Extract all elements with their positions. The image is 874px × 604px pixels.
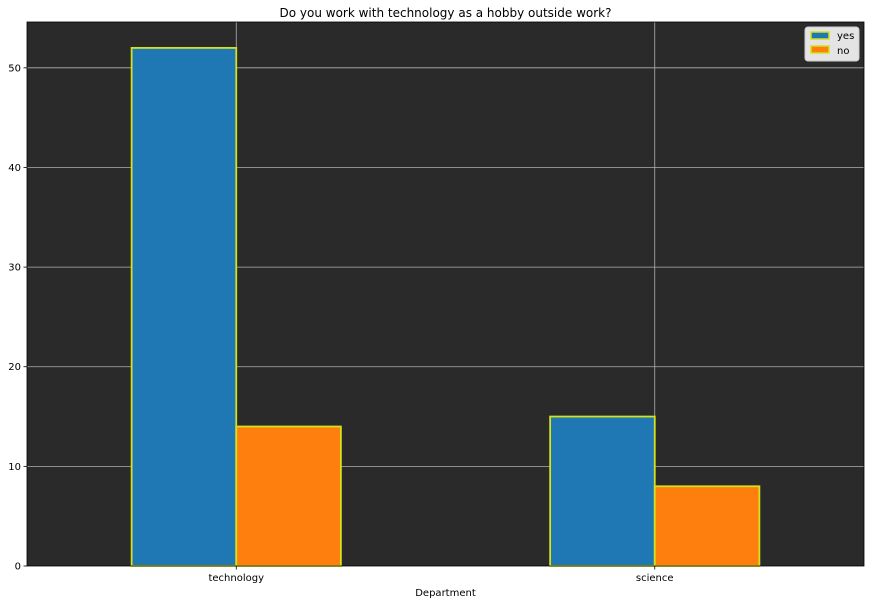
legend-swatch-no	[810, 45, 830, 54]
bar-yes-technology	[130, 47, 238, 567]
legend-label-yes: yes	[837, 31, 854, 42]
x-axis-title: Department	[415, 588, 476, 599]
plot-frame	[26, 21, 865, 567]
y-tick-label: 40	[8, 163, 21, 174]
bar-no-science	[653, 485, 761, 567]
y-tick-label: 20	[8, 362, 21, 373]
y-tick-label: 30	[8, 263, 21, 274]
bar-yes-science	[549, 415, 656, 567]
bar-no-technology	[235, 425, 342, 567]
legend-label-no: no	[837, 46, 849, 57]
legend: yes no	[804, 26, 860, 62]
x-tick-label: science	[636, 573, 674, 584]
legend-swatch-yes	[810, 31, 830, 40]
y-tick-label: 50	[8, 63, 21, 74]
y-tick-label: 0	[15, 562, 21, 573]
y-axis: 0 10 20 30 40 50	[8, 63, 27, 573]
x-tick-label: technology	[208, 573, 264, 584]
bars	[26, 21, 865, 567]
x-axis: technology science	[208, 566, 674, 584]
chart-title: Do you work with technology as a hobby o…	[280, 6, 612, 20]
y-tick-label: 10	[8, 462, 21, 473]
